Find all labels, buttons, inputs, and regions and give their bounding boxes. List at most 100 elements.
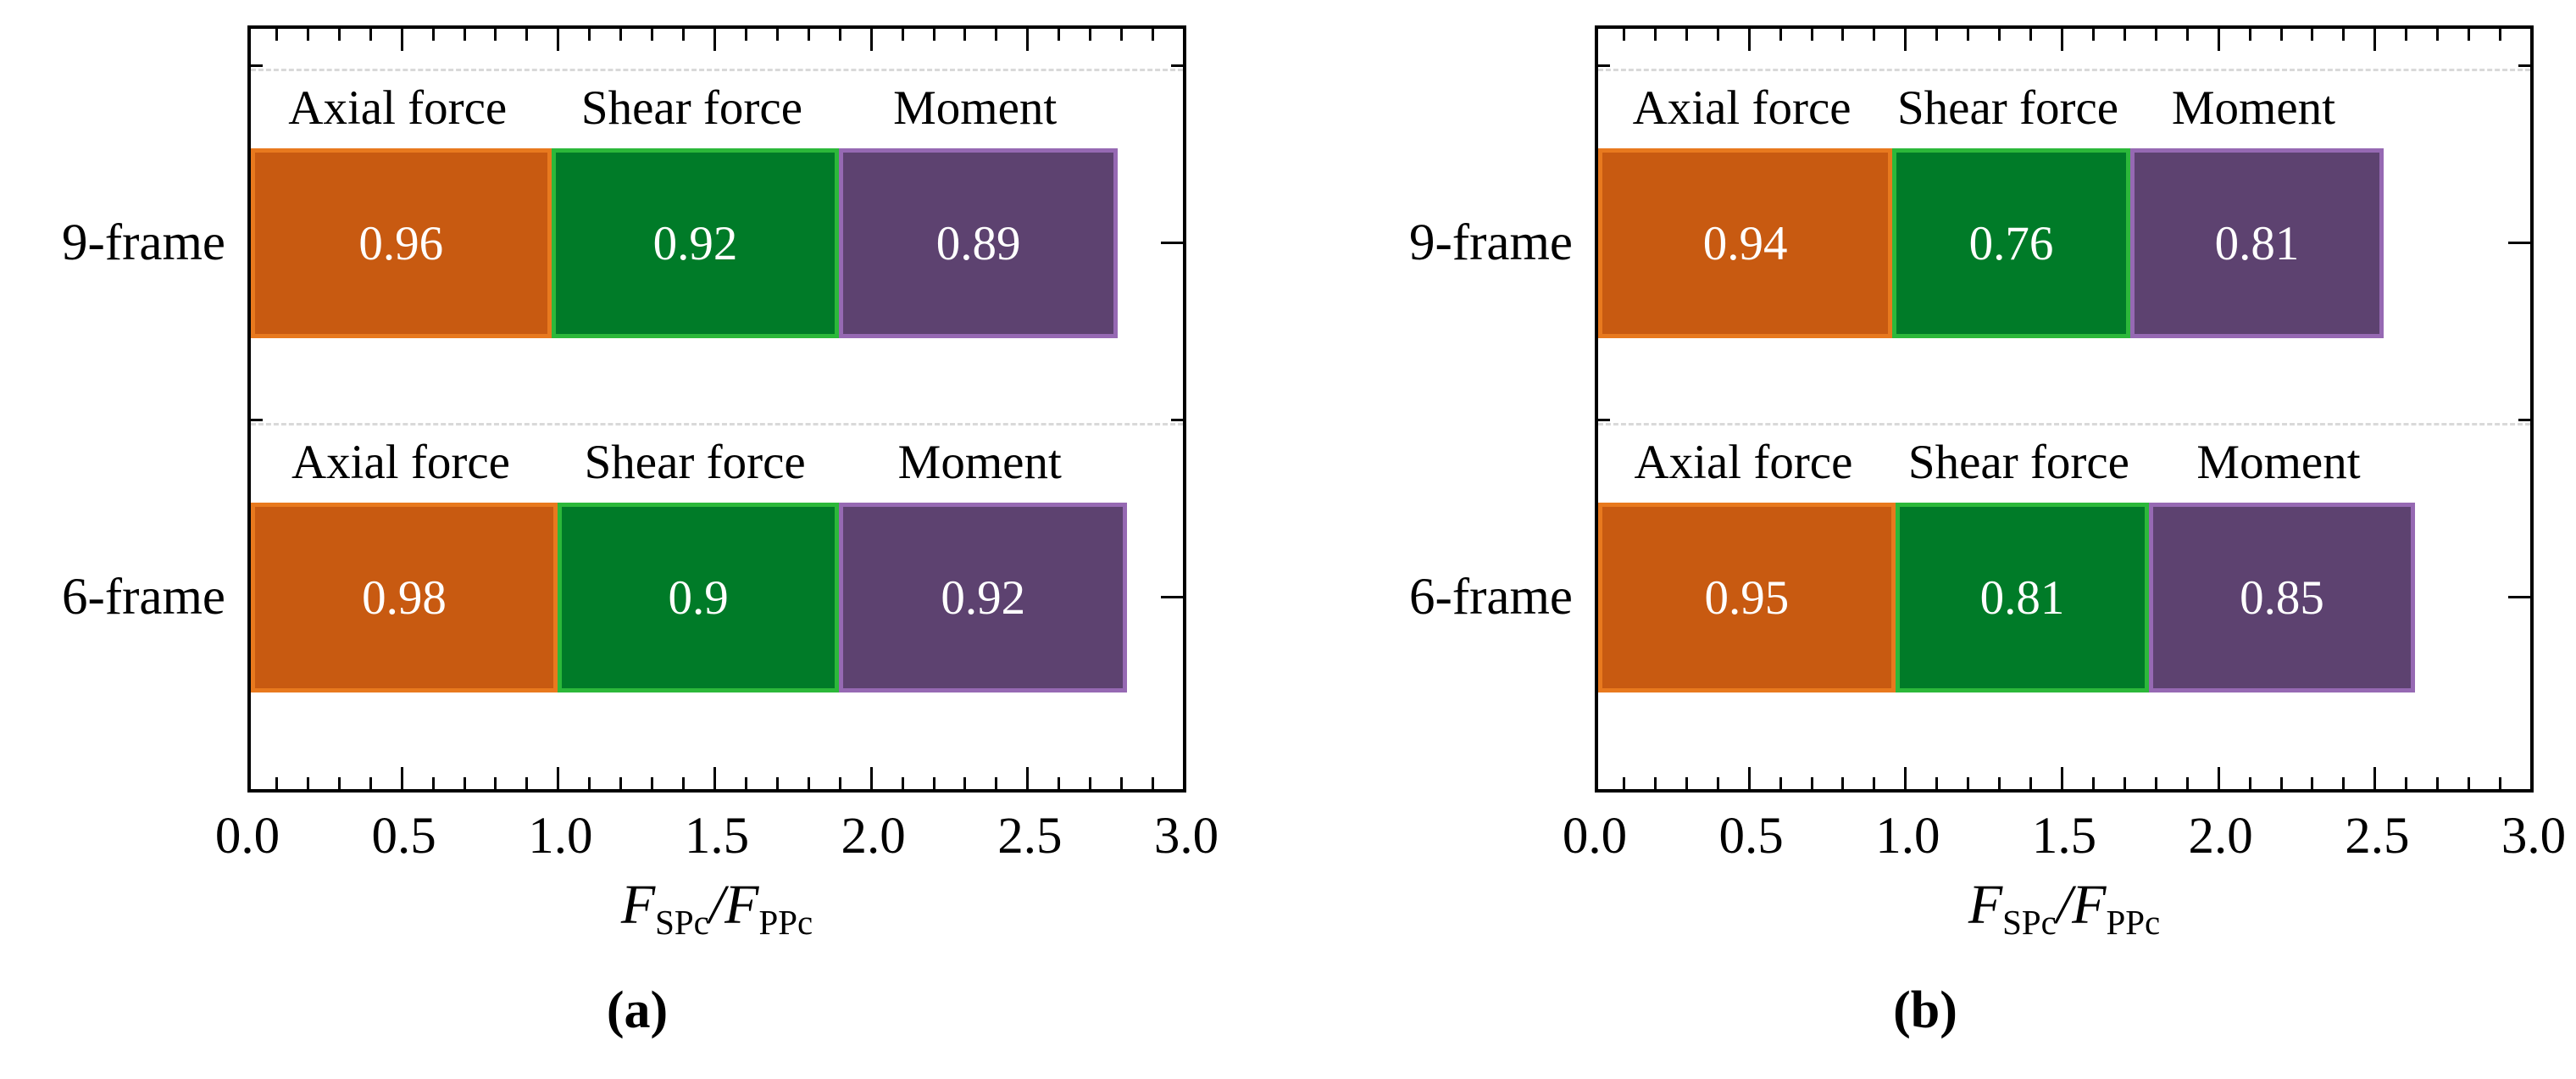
x-minor-tick-bottom: [2468, 777, 2470, 789]
segment-value-label: 0.95: [1704, 570, 1790, 625]
x-minor-tick-bottom: [1998, 777, 2001, 789]
axis-title-subscript: PPc: [758, 904, 813, 943]
y-minor-tick-left: [251, 64, 263, 67]
x-minor-tick-top: [275, 29, 278, 41]
segment-name-label: Moment: [893, 81, 1058, 135]
x-minor-tick-top: [1685, 29, 1688, 41]
x-minor-tick-top: [1089, 29, 1091, 41]
x-minor-tick-top: [1873, 29, 1875, 41]
x-minor-tick-top: [776, 29, 779, 41]
y-minor-tick-left: [1598, 419, 1610, 421]
x-minor-tick-bottom: [307, 777, 309, 789]
x-major-tick-top: [401, 29, 403, 51]
category-boundary-gridline: [1598, 423, 2530, 425]
x-minor-tick-top: [1841, 29, 1844, 41]
x-minor-tick-bottom: [1717, 777, 1719, 789]
x-minor-tick-top: [307, 29, 309, 41]
axis-title-symbol: F: [1968, 874, 2003, 936]
x-tick-label: 1.0: [1875, 808, 1940, 865]
x-minor-tick-top: [2186, 29, 2189, 41]
x-minor-tick-bottom: [1654, 777, 1657, 789]
x-major-tick-bottom: [870, 767, 873, 789]
x-minor-tick-top: [1811, 29, 1813, 41]
x-minor-tick-top: [902, 29, 904, 41]
x-tick-label: 1.5: [684, 808, 750, 865]
x-minor-tick-bottom: [275, 777, 278, 789]
segment-value-label: 0.92: [652, 216, 738, 270]
x-major-tick-top: [1026, 29, 1029, 51]
x-major-tick-bottom: [713, 767, 716, 789]
x-minor-tick-top: [464, 29, 466, 41]
x-minor-tick-top: [2092, 29, 2095, 41]
category-boundary-gridline: [251, 423, 1183, 425]
x-minor-tick-bottom: [776, 777, 779, 789]
segment-value-label: 0.81: [1979, 570, 2065, 625]
x-minor-tick-top: [963, 29, 966, 41]
x-minor-tick-bottom: [2249, 777, 2251, 789]
x-minor-tick-top: [2249, 29, 2251, 41]
bar-segment-axial-force: 0.98: [251, 503, 558, 692]
segment-value-label: 0.96: [358, 216, 444, 270]
y-minor-tick-right: [2518, 64, 2530, 67]
bar-segment-moment: 0.81: [2129, 148, 2384, 338]
x-major-tick-top: [1183, 29, 1185, 51]
x-minor-tick-bottom: [2405, 777, 2407, 789]
x-minor-tick-top: [619, 29, 622, 41]
x-minor-tick-top: [1967, 29, 1969, 41]
bar-row-9-frame: 0.96 0.92 0.89: [251, 148, 1119, 338]
panel-tag-b: (b): [1893, 982, 1957, 1039]
x-minor-tick-top: [1152, 29, 1154, 41]
category-label-9-frame: 9-frame: [1408, 214, 1573, 271]
x-minor-tick-top: [745, 29, 747, 41]
x-minor-tick-bottom: [464, 777, 466, 789]
x-major-tick-bottom: [2373, 767, 2376, 789]
category-boundary-gridline: [251, 69, 1183, 71]
x-minor-tick-bottom: [1623, 777, 1625, 789]
category-boundary-gridline: [1598, 69, 2530, 71]
x-minor-tick-top: [1998, 29, 2001, 41]
x-minor-tick-bottom: [1779, 777, 1782, 789]
x-minor-tick-bottom: [2124, 777, 2126, 789]
x-minor-tick-top: [651, 29, 653, 41]
x-major-tick-top: [2530, 29, 2533, 51]
x-minor-tick-top: [2499, 29, 2501, 41]
y-major-tick-right: [1161, 242, 1183, 244]
category-label-6-frame: 6-frame: [61, 569, 225, 626]
x-minor-tick-top: [1935, 29, 1938, 41]
x-minor-tick-top: [2280, 29, 2283, 41]
bar-row-6-frame: 0.95 0.81 0.85: [1598, 503, 2415, 692]
x-minor-tick-top: [1717, 29, 1719, 41]
x-minor-tick-bottom: [1873, 777, 1875, 789]
segment-name-label: Moment: [2171, 81, 2336, 135]
x-minor-tick-bottom: [1058, 777, 1060, 789]
x-major-tick-bottom: [2061, 767, 2063, 789]
x-minor-tick-top: [2311, 29, 2313, 41]
segment-name-label: Axial force: [1632, 81, 1852, 135]
y-minor-tick-left: [1598, 64, 1610, 67]
x-minor-tick-bottom: [2436, 777, 2439, 789]
x-minor-tick-top: [369, 29, 372, 41]
axis-title-symbol: /: [2056, 874, 2073, 936]
axis-title-symbol: /: [708, 874, 725, 936]
x-minor-tick-bottom: [1089, 777, 1091, 789]
chart-panel-a: 0.96 0.92 0.89 Axial force Shear force Moment…: [61, 25, 1219, 1039]
segment-value-label: 0.76: [1968, 216, 2054, 270]
segment-value-label: 0.98: [362, 570, 447, 625]
x-minor-tick-top: [494, 29, 497, 41]
x-minor-tick-top: [1623, 29, 1625, 41]
bar-segment-moment: 0.89: [839, 148, 1119, 338]
x-minor-tick-top: [682, 29, 685, 41]
y-major-tick-right: [2508, 242, 2530, 244]
x-minor-tick-bottom: [2342, 777, 2345, 789]
bar-segment-axial-force: 0.94: [1598, 148, 1893, 338]
x-minor-tick-bottom: [1935, 777, 1938, 789]
x-major-tick-top: [2373, 29, 2376, 51]
segment-name-label: Shear force: [584, 436, 806, 489]
x-minor-tick-top: [2029, 29, 2032, 41]
x-tick-label: 3.0: [1153, 808, 1219, 865]
x-minor-tick-top: [839, 29, 841, 41]
x-major-tick-bottom: [1748, 767, 1751, 789]
x-minor-tick-top: [2436, 29, 2439, 41]
x-minor-tick-bottom: [651, 777, 653, 789]
